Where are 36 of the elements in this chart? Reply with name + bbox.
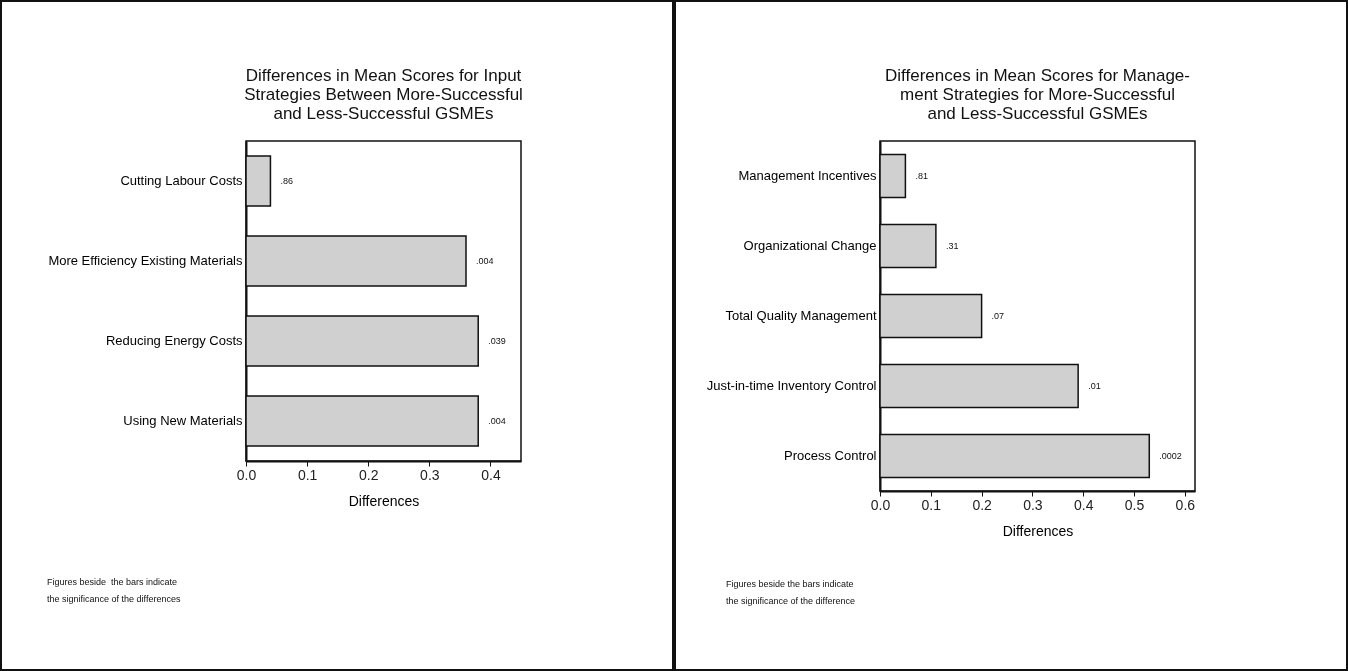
x-axis-title: Differences xyxy=(1002,522,1074,539)
y-tick-label: Process Control xyxy=(784,448,877,463)
x-tick-label: 0.0 xyxy=(870,496,891,513)
x-tick-label: 0.3 xyxy=(420,466,440,483)
annotation: .81 xyxy=(915,171,928,181)
x-tick-label: 0.1 xyxy=(297,466,318,483)
annotation: .01 xyxy=(1088,381,1101,391)
y-tick-label: Just-in-time Inventory Control xyxy=(706,378,877,393)
annotation: .039 xyxy=(488,336,506,346)
y-tick-label: Using New Materials xyxy=(123,413,243,428)
annotation: .31 xyxy=(945,241,959,251)
x-tick-label: 0.3 xyxy=(1023,496,1043,513)
y-tick-label: Total Quality Management xyxy=(725,308,877,323)
x-axis-title: Differences xyxy=(348,492,420,509)
y-tick-label: Cutting Labour Costs xyxy=(120,173,243,188)
x-tick-label: 0.0 xyxy=(236,466,257,483)
y-tick-label: Management Incentives xyxy=(738,168,877,183)
annotation: .0002 xyxy=(1159,451,1182,461)
x-tick-label: 0.1 xyxy=(921,496,942,513)
x-tick-label: 0.2 xyxy=(358,466,379,483)
annotation: .004 xyxy=(476,256,494,266)
annotation: .07 xyxy=(991,311,1005,321)
annotation: .004 xyxy=(488,416,506,426)
annotation: .86 xyxy=(280,176,293,186)
x-tick-label: 0.5 xyxy=(1124,496,1145,513)
x-tick-label: 0.4 xyxy=(481,466,501,483)
chart-title: Differences in Mean Scores for Manage- ment Strategies for More-Successful and Less-Successful GSMEs xyxy=(885,66,1190,123)
x-tick-label: 0.4 xyxy=(1073,496,1094,513)
y-tick-label: Organizational Change xyxy=(743,238,877,253)
x-tick-label: 0.2 xyxy=(972,496,993,513)
chart-title: Differences in Mean Scores for Input Strategies Between More-Successful and Less-Successful GSMEs xyxy=(244,66,523,123)
text: Figures beside the bars indicate the significance of the difference xyxy=(726,578,855,608)
y-tick-label: Reducing Energy Costs xyxy=(105,333,243,348)
text: Figures beside the bars indicate the significance of the differences xyxy=(47,576,181,606)
y-tick-label: More Efficiency Existing Materials xyxy=(48,253,243,268)
x-tick-label: 0.6 xyxy=(1175,496,1196,513)
